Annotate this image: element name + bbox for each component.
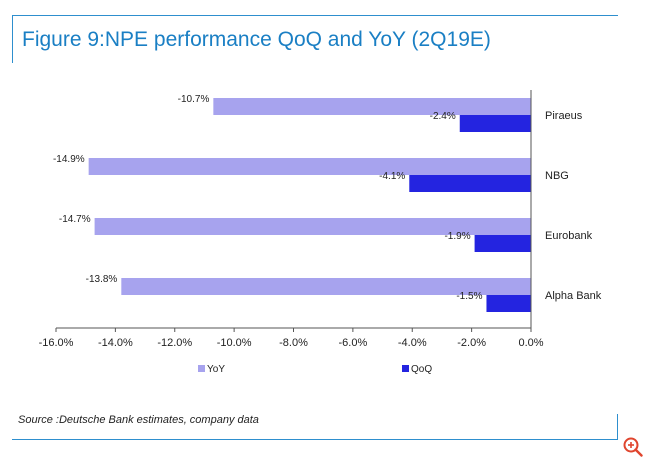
category-label-piraeus: Piraeus (545, 110, 583, 122)
data-label-qoq-piraeus: -2.4% (430, 111, 456, 122)
source-note: Source :Deutsche Bank estimates, company… (18, 414, 259, 426)
frame-top-rule (12, 15, 618, 16)
bar-yoy-eurobank (94, 218, 531, 235)
bar-qoq-nbg (409, 175, 531, 192)
x-tick-label: -10.0% (217, 337, 252, 349)
bar-yoy-piraeus (213, 98, 531, 115)
data-label-qoq-eurobank: -1.9% (444, 231, 470, 242)
frame-bottom-rule (12, 439, 618, 440)
x-tick-label: 0.0% (518, 337, 543, 349)
x-tick-label: -12.0% (157, 337, 192, 349)
bar-yoy-alpha-bank (121, 278, 531, 295)
bar-qoq-eurobank (474, 235, 531, 252)
x-tick-label: -14.0% (98, 337, 133, 349)
x-tick-label: -16.0% (39, 337, 74, 349)
x-tick-label: -6.0% (339, 337, 368, 349)
x-tick-label: -4.0% (398, 337, 427, 349)
data-label-yoy-alpha-bank: -13.8% (86, 274, 118, 285)
legend-label-yoy: YoY (207, 364, 225, 375)
legend-swatch-yoy (198, 365, 205, 372)
data-label-yoy-piraeus: -10.7% (178, 94, 210, 105)
category-label-alpha-bank: Alpha Bank (545, 290, 602, 302)
bar-qoq-piraeus (459, 115, 531, 132)
bar-qoq-alpha-bank (486, 295, 531, 312)
data-label-qoq-alpha-bank: -1.5% (456, 291, 482, 302)
x-tick-label: -2.0% (457, 337, 486, 349)
x-tick-label: -8.0% (279, 337, 308, 349)
legend-label-qoq: QoQ (411, 364, 432, 375)
legend-swatch-qoq (402, 365, 409, 372)
data-label-yoy-nbg: -14.9% (53, 154, 85, 165)
data-label-qoq-nbg: -4.1% (379, 171, 405, 182)
chart-title: Figure 9:NPE performance QoQ and YoY (2Q… (22, 28, 491, 51)
data-label-yoy-eurobank: -14.7% (59, 214, 91, 225)
zoom-in-icon[interactable] (622, 436, 644, 458)
frame-right-rule (617, 414, 618, 440)
category-label-nbg: NBG (545, 170, 569, 182)
category-label-eurobank: Eurobank (545, 230, 593, 242)
frame-left-rule (12, 15, 13, 63)
bar-yoy-nbg (88, 158, 531, 175)
